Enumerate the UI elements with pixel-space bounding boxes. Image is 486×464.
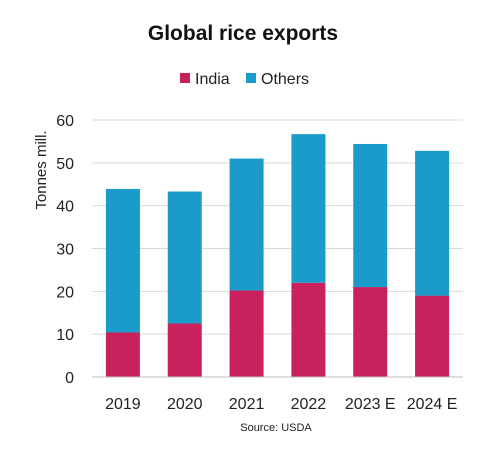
- bars: [105, 134, 450, 377]
- x-tick-label: 2020: [167, 396, 203, 413]
- bar-india-2022: [291, 282, 326, 377]
- bar-others-2020: [167, 191, 202, 324]
- source-note: Source: USDA: [240, 422, 312, 434]
- bar-india-2021: [229, 290, 264, 377]
- bar-others-2021: [229, 158, 264, 291]
- legend-swatch-india: [180, 73, 190, 83]
- y-tick-label: 60: [56, 113, 74, 130]
- y-tick-label: 0: [65, 370, 74, 387]
- y-tick-label: 20: [56, 284, 74, 301]
- legend: India Others: [180, 71, 309, 88]
- x-tick-label: 2023 E: [345, 396, 396, 413]
- x-tick-label: 2019: [105, 396, 141, 413]
- bar-india-2023-e: [353, 287, 388, 377]
- bar-others-2022: [291, 134, 326, 283]
- y-tick-label: 10: [56, 327, 74, 344]
- x-tick-label: 2022: [291, 396, 327, 413]
- x-tick-label: 2024 E: [407, 396, 458, 413]
- y-tick-label: 30: [56, 242, 74, 259]
- gridlines: [92, 119, 463, 335]
- y-tick-label: 50: [56, 156, 74, 173]
- bar-india-2024-e: [415, 295, 450, 377]
- bar-others-2019: [105, 188, 140, 333]
- y-axis-ticks: 0 10 20 30 40 50 60: [56, 113, 74, 387]
- x-tick-label: 2021: [229, 396, 265, 413]
- bar-india-2020: [167, 323, 202, 377]
- legend-label-others: Others: [261, 71, 309, 88]
- legend-label-india: India: [195, 71, 230, 88]
- y-tick-label: 40: [56, 199, 74, 216]
- bar-others-2024-e: [415, 150, 450, 296]
- chart-title: Global rice exports: [148, 22, 338, 45]
- bar-india-2019: [105, 332, 140, 377]
- x-axis-ticks: 2019 2020 2021 2022 2023 E 2024 E: [105, 396, 457, 413]
- legend-swatch-others: [246, 73, 256, 83]
- bar-others-2023-e: [353, 143, 388, 288]
- y-axis-label: Tonnes mill.: [33, 130, 50, 209]
